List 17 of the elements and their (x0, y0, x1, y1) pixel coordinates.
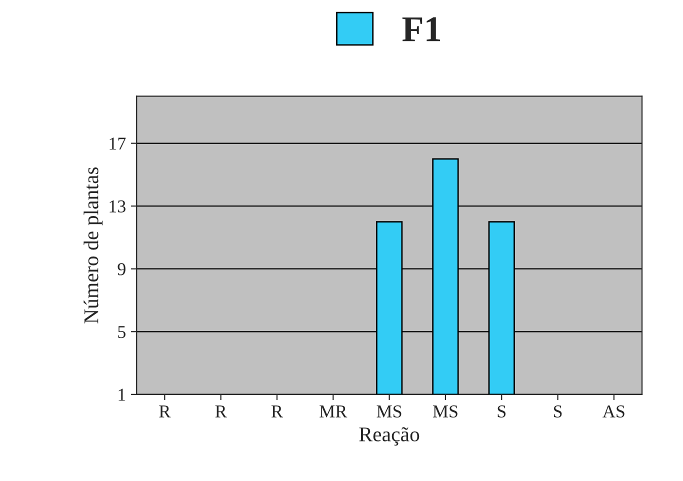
y-tick-label: 9 (118, 263, 126, 276)
x-tick-label: R (159, 406, 171, 418)
y-tick-label: 1 (118, 388, 126, 401)
y-tick-label: 17 (110, 138, 126, 150)
x-tick-label: S (498, 405, 506, 418)
y-axis-title: Número de plantas (84, 167, 103, 324)
x-tick-label: S (554, 405, 562, 418)
legend-label: F1 (402, 17, 440, 42)
x-axis-title: Reação (359, 427, 420, 446)
x-tick-label: R (215, 406, 227, 418)
x-tick-label: MS (376, 405, 402, 418)
x-tick-label: R (271, 406, 283, 418)
y-tick-label: 5 (118, 326, 126, 338)
x-tick-label: MS (432, 405, 458, 418)
x-tick-label: MR (320, 406, 348, 418)
y-tick-label: 13 (110, 200, 126, 213)
x-tick-label: AS (602, 405, 624, 418)
